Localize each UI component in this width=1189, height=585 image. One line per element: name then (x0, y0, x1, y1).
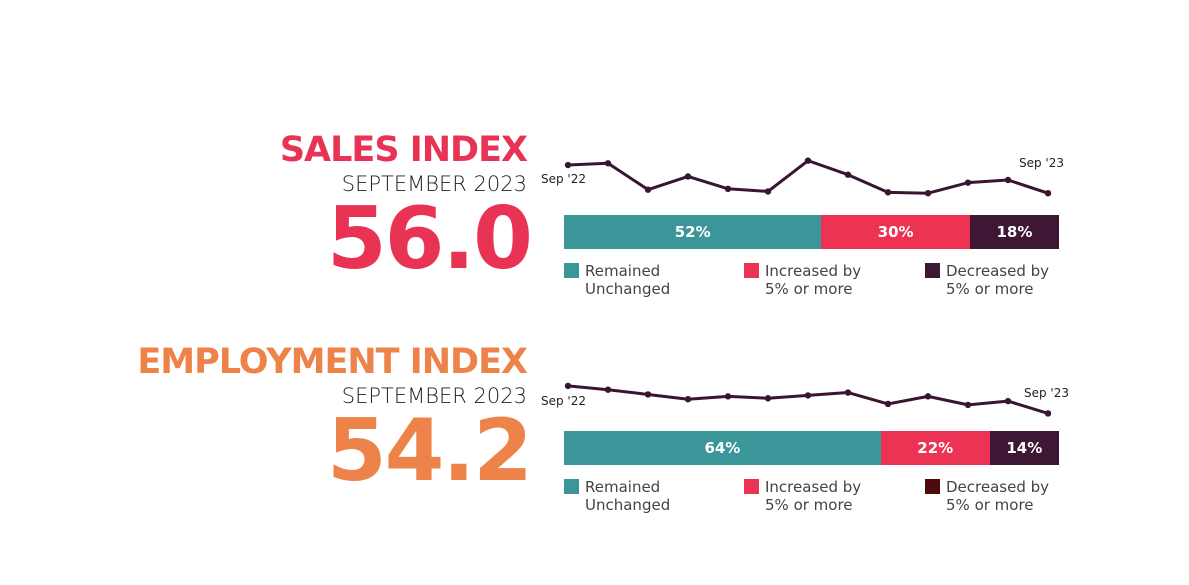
sparkline-point (844, 171, 852, 178)
employment-index-panel: EMPLOYMENT INDEX SEPTEMBER 2023 54.2 Sep… (0, 342, 1189, 542)
sparkline-point (604, 160, 612, 167)
sparkline-point (1004, 397, 1012, 405)
bar-segment: 64% (564, 431, 881, 465)
sparkline-point (964, 401, 972, 409)
legend-item: Decreased by 5% or more (925, 262, 1049, 298)
sparkline-point (924, 393, 932, 400)
legend-swatch (925, 479, 940, 494)
bar-segment: 14% (989, 431, 1059, 465)
sparkline-end-label: Sep '23 (1019, 156, 1064, 170)
legend-item: Remained Unchanged (564, 478, 670, 514)
sparkline-point (804, 392, 812, 399)
sparkline-point (884, 189, 892, 196)
sparkline-point (564, 382, 572, 390)
sparkline-point (684, 173, 692, 180)
sparkline-line (567, 384, 1049, 415)
panel-title: EMPLOYMENT INDEX (137, 342, 528, 382)
legend-label: Remained Unchanged (585, 262, 671, 298)
sparkline-point (644, 391, 652, 398)
bar-segment: 22% (880, 431, 990, 465)
legend-swatch (925, 263, 940, 278)
legend-label: Decreased by 5% or more (946, 262, 1050, 298)
bar-segment: 18% (969, 215, 1059, 249)
legend-label: Increased by 5% or more (765, 478, 862, 514)
sparkline-point (604, 386, 612, 393)
sales-index-panel: SALES INDEX SEPTEMBER 2023 56.0 Sep '22 … (0, 130, 1189, 330)
sparkline-line (567, 159, 1049, 195)
sparkline-point (1044, 190, 1052, 197)
legend-swatch (744, 479, 759, 494)
sparkline-start-label: Sep '22 (541, 394, 586, 408)
legend-label: Remained Unchanged (585, 478, 671, 514)
stacked-bar: 64% 22% 14% (564, 431, 1059, 465)
sparkline-point (724, 393, 732, 400)
panel-subtitle: SEPTEMBER 2023 (341, 172, 527, 196)
headline-value: 56.0 (326, 189, 533, 289)
sparkline-point (684, 396, 692, 403)
legend-item: Decreased by 5% or more (925, 478, 1049, 514)
sparkline-point (884, 400, 892, 408)
bar-segment: 30% (821, 215, 970, 249)
sparkline-point (1004, 176, 1012, 184)
bar-segment: 52% (564, 215, 822, 249)
stacked-bar: 52% 30% 18% (564, 215, 1059, 249)
legend-item: Remained Unchanged (564, 262, 670, 298)
sparkline-start-label: Sep '22 (541, 172, 586, 186)
legend-swatch (564, 263, 579, 278)
sparkline-point (1044, 410, 1052, 417)
sparkline: Sep '22 Sep '23 (541, 382, 1069, 417)
sparkline-point (764, 395, 772, 402)
sparkline-point (564, 161, 572, 169)
sparkline-end-label: Sep '23 (1024, 386, 1069, 400)
legend-swatch (744, 263, 759, 278)
headline-value: 54.2 (326, 401, 533, 501)
sparkline: Sep '22 Sep '23 (541, 156, 1064, 197)
panel-subtitle: SEPTEMBER 2023 (341, 384, 527, 408)
legend-item: Increased by 5% or more (744, 262, 861, 298)
sparkline-point (804, 157, 812, 164)
legend-swatch (564, 479, 579, 494)
sparkline-point (764, 188, 772, 195)
legend-item: Increased by 5% or more (744, 478, 861, 514)
sparkline-point (924, 190, 932, 197)
sparkline-point (644, 186, 652, 193)
panel-title: SALES INDEX (279, 130, 528, 170)
sparkline-point (844, 389, 852, 396)
legend-label: Increased by 5% or more (765, 262, 862, 298)
sparkline-point (724, 185, 732, 192)
sparkline-point (964, 179, 972, 186)
legend-label: Decreased by 5% or more (946, 478, 1050, 514)
